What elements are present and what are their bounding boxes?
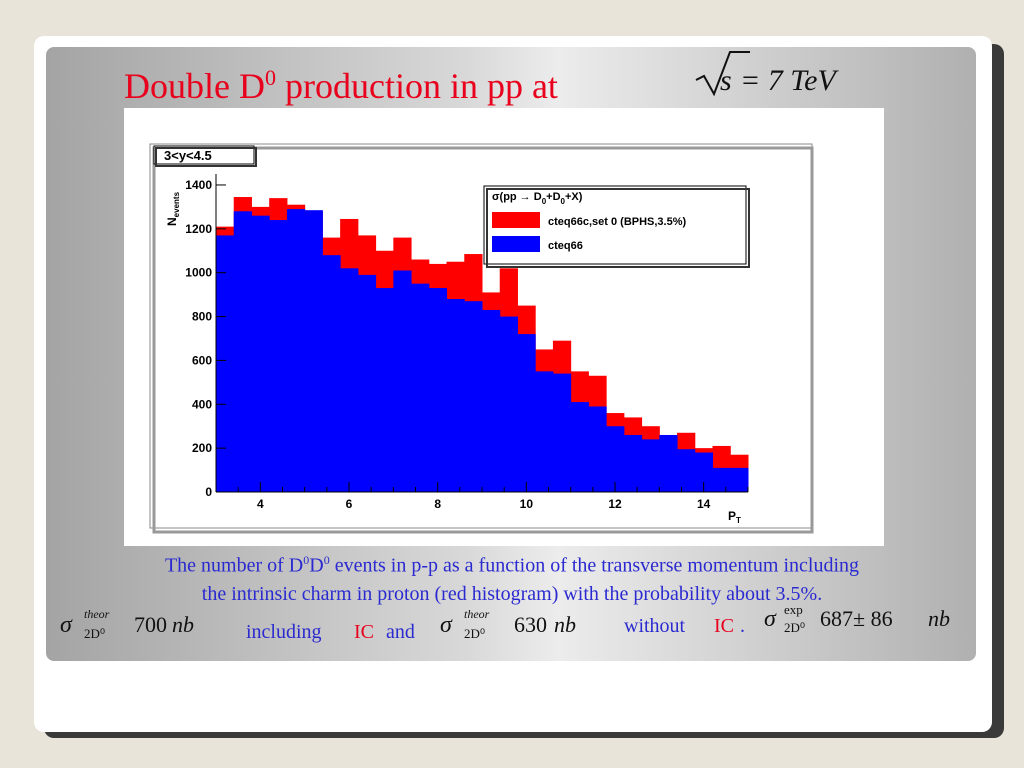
caption: The number of D0D0 events in p-p as a fu… bbox=[48, 546, 976, 608]
cross-section-formulas: σ theor 2D⁰ 700 nb including IC and σ th… bbox=[48, 602, 976, 644]
bar-noic-11 bbox=[411, 283, 430, 492]
svg-text:σ: σ bbox=[764, 606, 777, 632]
y-tick-label-600: 600 bbox=[192, 353, 212, 367]
bar-noic-9 bbox=[375, 288, 394, 492]
ic-label-2: IC bbox=[714, 615, 734, 637]
bar-noic-28 bbox=[712, 467, 731, 492]
svg-text:2D⁰: 2D⁰ bbox=[784, 620, 805, 635]
svg-text:2D⁰: 2D⁰ bbox=[464, 626, 485, 641]
including-text: including bbox=[246, 621, 322, 643]
svg-text:theor: theor bbox=[84, 607, 110, 621]
title-prefix: Double D bbox=[124, 66, 265, 106]
bar-noic-21 bbox=[588, 406, 607, 492]
slide-title: Double D0 production in pp at bbox=[124, 56, 558, 108]
svg-text:theor: theor bbox=[464, 607, 490, 621]
bar-noic-24 bbox=[641, 439, 660, 492]
y-tick-label-0: 0 bbox=[205, 485, 212, 499]
y-tick-label-400: 400 bbox=[192, 397, 212, 411]
without-text: without bbox=[624, 615, 686, 637]
legend-swatch-blue bbox=[492, 236, 540, 252]
caption-line-1: The number of D0D0 events in p-p as a fu… bbox=[164, 553, 860, 577]
svg-text:σ: σ bbox=[60, 612, 73, 638]
canvas-shadow bbox=[152, 146, 814, 534]
svg-text:exp: exp bbox=[784, 604, 803, 617]
bar-noic-7 bbox=[340, 268, 359, 492]
svg-text:nb: nb bbox=[928, 606, 950, 631]
y-tick-label-1000: 1000 bbox=[185, 266, 212, 280]
svg-text:700: 700 bbox=[134, 612, 167, 637]
bar-noic-12 bbox=[428, 288, 448, 492]
energy-text: = 7 TeV bbox=[740, 64, 839, 97]
s-symbol: s bbox=[720, 64, 732, 97]
bar-noic-13 bbox=[446, 299, 465, 492]
title-suffix: production in pp at bbox=[275, 66, 558, 106]
svg-text:nb: nb bbox=[554, 612, 576, 637]
dot-text: . bbox=[740, 615, 745, 637]
bar-noic-26 bbox=[677, 449, 696, 492]
bar-noic-5 bbox=[304, 210, 323, 492]
y-tick-label-800: 800 bbox=[192, 310, 212, 324]
formula-exp: σ exp 2D⁰ 687± 86 nb bbox=[764, 602, 950, 635]
bar-noic-3 bbox=[269, 220, 288, 492]
formula-svg: σ theor 2D⁰ 700 nb including IC and σ th… bbox=[60, 602, 950, 643]
rapidity-label-shadow bbox=[155, 147, 257, 167]
x-tick-label-14: 14 bbox=[697, 497, 711, 511]
bar-noic-2 bbox=[251, 215, 270, 492]
y-axis-label: Nevents bbox=[165, 191, 181, 226]
bar-noic-10 bbox=[393, 270, 412, 492]
rapidity-label: 3<y<4.5 bbox=[164, 148, 212, 163]
bar-noic-14 bbox=[464, 301, 483, 492]
bar-noic-4 bbox=[286, 209, 306, 492]
rapidity-label-box bbox=[153, 145, 255, 165]
svg-text:2D⁰: 2D⁰ bbox=[84, 626, 105, 641]
histogram-figure: 0 200 400 600 800 1000 1200 1400 4 6 8 10 12 14 σ(pp … bbox=[124, 108, 884, 546]
sqrt-s-formula: s = 7 TeV bbox=[692, 48, 872, 104]
sqrt-symbol-svg: s = 7 TeV bbox=[695, 51, 839, 97]
bar-noic-20 bbox=[570, 402, 589, 492]
svg-text:σ: σ bbox=[440, 612, 453, 638]
bar-noic-29 bbox=[730, 467, 749, 492]
legend-swatch-red bbox=[492, 212, 540, 228]
legend-title: σ(pp → D0+D0+X) bbox=[492, 191, 583, 206]
svg-text:687± 86: 687± 86 bbox=[820, 606, 893, 631]
bar-noic-22 bbox=[606, 426, 625, 492]
x-tick-label-10: 10 bbox=[520, 497, 534, 511]
bar-noic-17 bbox=[517, 334, 536, 492]
y-tick-label-200: 200 bbox=[192, 441, 212, 455]
bar-noic-19 bbox=[552, 373, 572, 492]
y-tick-label-1400: 1400 bbox=[185, 178, 212, 192]
svg-text:630: 630 bbox=[514, 612, 547, 637]
x-tick-label-8: 8 bbox=[434, 497, 441, 511]
bar-noic-23 bbox=[623, 434, 643, 492]
svg-text:nb: nb bbox=[172, 612, 194, 637]
radical-icon bbox=[695, 51, 750, 97]
legend-label-blue: cteq66 bbox=[548, 240, 583, 252]
y-tick-label-1200: 1200 bbox=[185, 222, 212, 236]
bar-noic-6 bbox=[322, 255, 341, 492]
bar-noic-0 bbox=[216, 235, 235, 492]
title-sup: 0 bbox=[264, 65, 276, 90]
x-axis-label: PT bbox=[728, 509, 741, 525]
bar-noic-25 bbox=[659, 434, 678, 492]
bar-noic-18 bbox=[535, 371, 554, 492]
legend-label-red: cteq66c,set 0 (BPHS,3.5%) bbox=[548, 216, 687, 228]
bar-noic-16 bbox=[499, 316, 518, 492]
x-tick-label-12: 12 bbox=[608, 497, 622, 511]
x-tick-label-4: 4 bbox=[257, 497, 264, 511]
ic-label-1: IC bbox=[354, 621, 374, 643]
x-tick-label-6: 6 bbox=[346, 497, 353, 511]
histogram-chart: 0 200 400 600 800 1000 1200 1400 4 6 8 10 12 14 σ(pp … bbox=[149, 143, 814, 534]
bar-noic-15 bbox=[482, 309, 501, 492]
and-text: and bbox=[386, 621, 415, 643]
bar-noic-27 bbox=[694, 452, 714, 492]
bar-noic-1 bbox=[233, 211, 252, 492]
legend-shadow bbox=[486, 188, 750, 268]
caption-line-2: the intrinsic charm in proton (red histo… bbox=[201, 582, 823, 605]
formula-theor-noic: σ theor 2D⁰ 630 nb bbox=[440, 607, 576, 641]
formula-theor-ic: σ theor 2D⁰ 700 nb bbox=[60, 607, 194, 641]
bar-noic-8 bbox=[357, 274, 377, 492]
